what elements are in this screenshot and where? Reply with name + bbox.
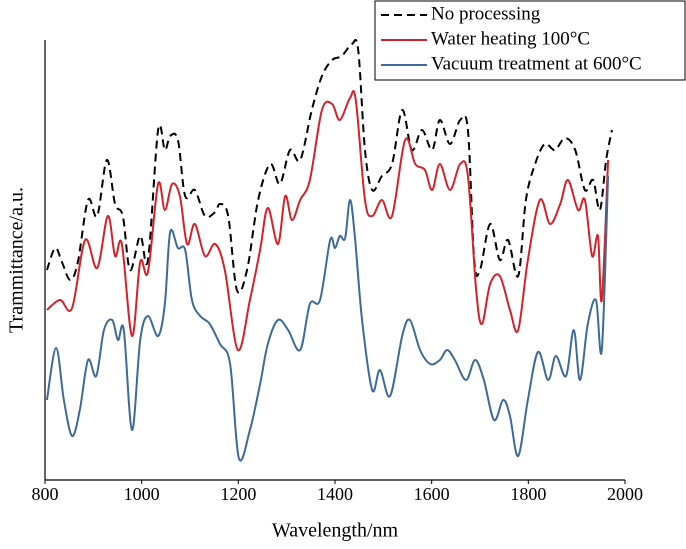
x-tick-label: 2000	[607, 484, 643, 504]
data-line	[45, 38, 613, 294]
y-axis-label: Trammittance/a.u.	[6, 187, 28, 333]
legend-label: Vacuum treatment at 600°C	[431, 53, 642, 74]
legend: No processing Water heating 100°C Vacuum t…	[374, 0, 686, 81]
legend-label: No processing	[431, 3, 541, 24]
data-line	[45, 175, 610, 462]
x-tick-label: 1400	[317, 484, 353, 504]
data-line	[46, 90, 610, 352]
x-tick-label: 1800	[510, 484, 546, 504]
legend-label: Water heating 100°C	[431, 28, 590, 49]
x-tick-label: 800	[32, 484, 59, 504]
x-axis-label: Wavelength/nm	[272, 520, 399, 542]
x-tick-label: 1200	[220, 484, 256, 504]
x-tick-label: 1000	[124, 484, 160, 504]
x-tick-label: 1600	[414, 484, 450, 504]
